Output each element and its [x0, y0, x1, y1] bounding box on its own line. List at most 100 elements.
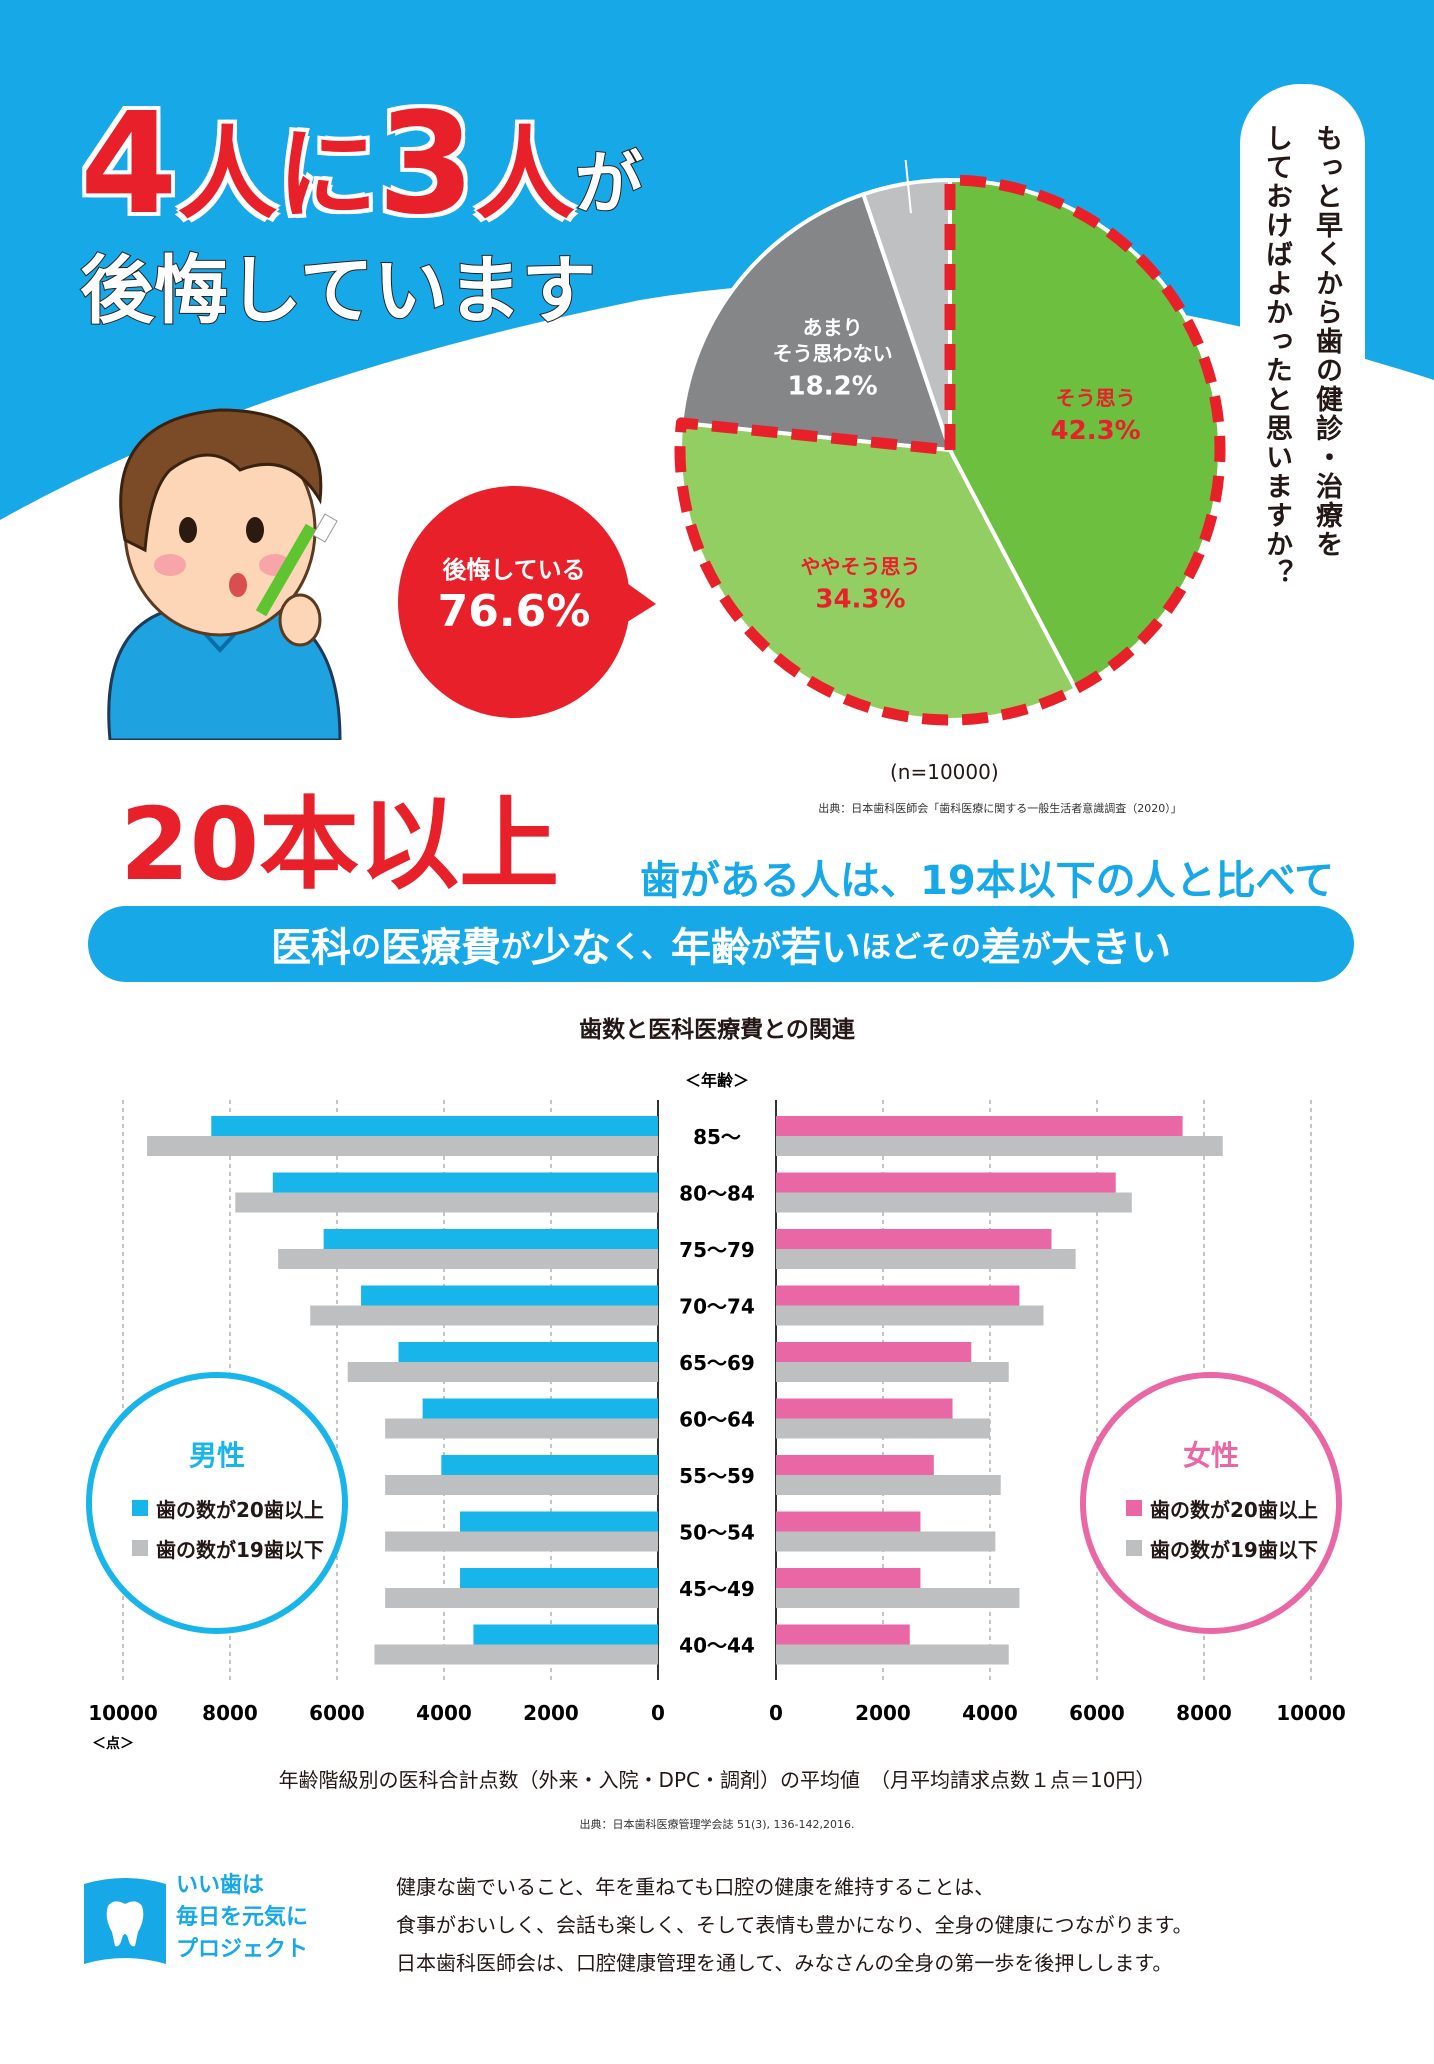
category-label: 40〜44 [679, 1634, 755, 1658]
question-line2: しておけばよかったと思いますか？ [1261, 124, 1292, 588]
bar-male-19less [147, 1136, 658, 1156]
bar-female-19less [776, 1362, 1009, 1382]
banner-text-part: が [1021, 930, 1051, 965]
headline-suffix: が [574, 144, 644, 225]
bar-female-20plus [776, 1511, 921, 1532]
bar-female-20plus [776, 1398, 953, 1419]
chart-xlabel: 年齢階級別の医科合計点数（外来・入院・DPC・調剤）の平均値 （月平均請求点数１… [278, 1768, 1156, 1792]
bar-female-20plus [776, 1568, 921, 1588]
legend-swatch [1126, 1540, 1142, 1556]
pie-slice-value: 42.3% [1051, 416, 1141, 446]
footer-line1: 健康な歯でいること、年を重ねても口腔の健康を維持することは、 [396, 1875, 995, 1899]
pie-slice-label: そう思う 42.3% [1051, 386, 1141, 446]
chart-source: 出典：日本歯科医療管理学会誌 51(3), 136-142,2016. [579, 1818, 855, 1831]
bar-male-20plus [460, 1568, 658, 1588]
headline-num1: 4 [78, 83, 178, 246]
bar-chart: ＜年齢＞ 85〜 80〜84 75〜79 70〜74 65〜69 60〜64 55〜59 50〜… [88, 1071, 1346, 1752]
question-line1: もっと早くから歯の健診・治療を [1311, 124, 1342, 559]
bar-male-19less [385, 1475, 658, 1495]
banner-text-part: 大きい [1051, 925, 1171, 971]
banner-text-part: 差 [981, 925, 1021, 971]
bar-female-20plus [776, 1229, 1052, 1249]
banner-text-part: が [501, 930, 531, 965]
bar-male-19less [385, 1531, 658, 1552]
headline-word1: 人に [176, 116, 379, 233]
bar-female-19less [776, 1249, 1076, 1269]
legend-swatch [132, 1500, 148, 1516]
category-label: 85〜 [693, 1125, 741, 1149]
tick-label-left: 2000 [523, 1701, 579, 1725]
pie-slice-name: あまり [803, 316, 863, 340]
bar-male-20plus [361, 1285, 658, 1306]
tick-label-right: 6000 [1069, 1701, 1125, 1725]
male-title: 男性 [188, 1439, 245, 1472]
section2-rest: 歯がある人は、19本以下の人と比べて [640, 858, 1335, 904]
pie-slice-name: ややそう思う [800, 555, 920, 579]
category-label: 50〜54 [679, 1521, 755, 1545]
bar-female-19less [776, 1475, 1001, 1495]
tick-label-left: 10000 [88, 1701, 158, 1725]
bar-male-20plus [422, 1398, 658, 1419]
bar-female-19less [776, 1418, 990, 1439]
project-logo: いい歯は 毎日を元気に プロジェクト [80, 1870, 360, 1980]
female-legend: 女性 歯の数が20歯以上 歯の数が19歯以下 [1080, 1372, 1342, 1634]
regret-label: 後悔している [442, 556, 586, 584]
category-label: 65〜69 [679, 1351, 755, 1375]
bar-male-19less [385, 1588, 658, 1608]
bar-female-20plus [776, 1624, 910, 1645]
pie-slice-label: ややそう思う 34.3% [800, 555, 920, 615]
category-label: 45〜49 [679, 1577, 755, 1601]
pie-slice [860, 177, 952, 451]
legend-swatch [132, 1540, 148, 1556]
bar-male-20plus [460, 1511, 658, 1532]
bar-female-19less [776, 1588, 1020, 1608]
legend-label: 歯の数が20歯以上 [1150, 1497, 1318, 1522]
legend-label: 歯の数が19歯以下 [1150, 1537, 1318, 1562]
tick-label-right: 10000 [1276, 1701, 1346, 1725]
bar-female-20plus [776, 1116, 1183, 1136]
male-legend-item-20plus: 歯の数が20歯以上 [132, 1488, 342, 1528]
bar-male-20plus [473, 1624, 658, 1645]
section2-banner: 医科の医療費が少な く、 年齢が若い ほど その差が大きい [88, 906, 1354, 982]
bar-female-20plus [776, 1172, 1116, 1193]
bar-male-19less [310, 1305, 658, 1326]
headline-num2: 3 [376, 83, 476, 246]
bar-female-19less [776, 1305, 1044, 1326]
top-background [0, 0, 1434, 520]
banner-text-part: その [921, 930, 981, 965]
category-label: 80〜84 [679, 1182, 755, 1206]
tick-label-right: 4000 [962, 1701, 1018, 1725]
bar-male-20plus [441, 1455, 658, 1475]
regret-value: 76.6% [437, 586, 591, 637]
logo-line3: プロジェクト [176, 1937, 309, 1962]
bar-male-20plus [211, 1116, 658, 1136]
pie-leader-line [904, 160, 912, 214]
footer-line2: 食事がおいしく、会話も楽しく、そして表情も豊かになり、全身の健康につながります。 [396, 1913, 1193, 1937]
regret-highlight-outline [674, 174, 1226, 726]
category-label: 70〜74 [679, 1295, 755, 1319]
bar-female-19less [776, 1531, 996, 1552]
banner-text-part: が [751, 930, 781, 965]
regret-badge: 後悔している 76.6% [398, 486, 656, 718]
banner-text-part: 医科 [271, 925, 351, 971]
bar-female-19less [776, 1192, 1132, 1213]
bar-female-20plus [776, 1342, 972, 1362]
logo-line2: 毎日を元気に [176, 1905, 309, 1930]
tick-label-left: 6000 [309, 1701, 365, 1725]
pie-slice-value: 18.2% [788, 372, 878, 402]
tick-label-right: 2000 [855, 1701, 911, 1725]
pie-slice-name: そう思わない [773, 342, 893, 366]
banner-text-part: 医療費 [381, 925, 501, 971]
pie-source: 出典：日本歯科医師会「歯科医療に関する一般生活者意識調査（2020）」 [818, 802, 1182, 815]
headline-word2: 人 [473, 116, 576, 233]
bar-female-20plus [776, 1285, 1020, 1306]
banner-text-part: 若い [781, 925, 861, 971]
male-legend-item-19less: 歯の数が19歯以下 [132, 1528, 342, 1568]
pie-slice-name: そう思う [1056, 386, 1136, 410]
boy-brushing-illustration [107, 408, 342, 740]
tick-label-right: 0 [769, 1701, 783, 1725]
banner-text-part: ほど [861, 930, 921, 965]
banner-text-part: く、 [611, 930, 671, 965]
